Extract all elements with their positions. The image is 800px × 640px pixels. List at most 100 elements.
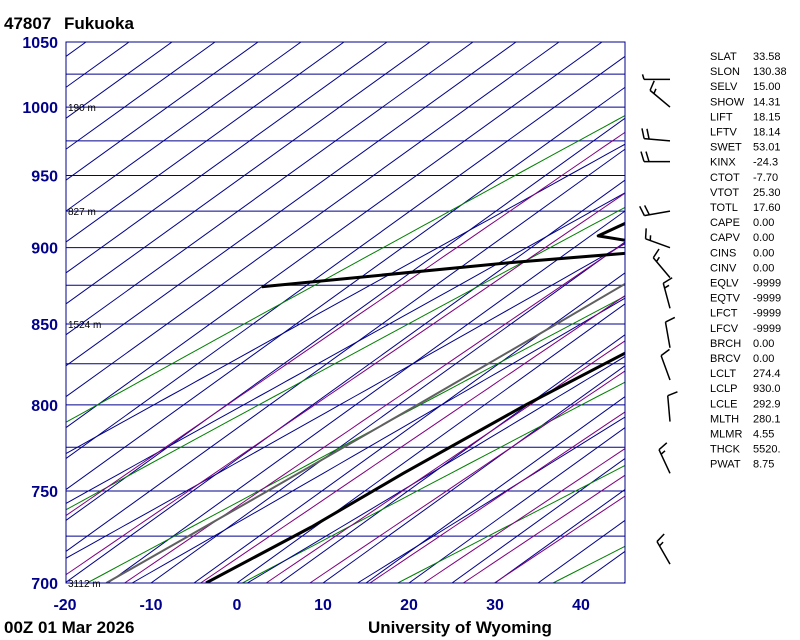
isotherm--45 bbox=[66, 42, 603, 429]
barb-half bbox=[655, 256, 660, 262]
height-label: 1524 m bbox=[68, 320, 101, 331]
wind-barb bbox=[640, 151, 670, 163]
isotherm--30 bbox=[66, 117, 625, 522]
stability-indices-table: SLAT 33.58 SLON 130.38 SELV 15.00 SHOW 14.31 LIF… bbox=[710, 51, 787, 471]
barb-full bbox=[643, 205, 650, 216]
index-value: 14.31 bbox=[753, 96, 781, 108]
index-name: LFTV bbox=[710, 127, 738, 139]
index-value: 0.00 bbox=[753, 338, 774, 350]
index-value: 4.55 bbox=[753, 429, 774, 441]
index-value: 17.60 bbox=[753, 202, 781, 214]
barb-staff bbox=[658, 449, 671, 474]
index-name: CINV bbox=[710, 262, 737, 274]
index-value: 0.00 bbox=[753, 353, 774, 365]
sounding-date: 00Z 01 Mar 2026 bbox=[4, 618, 134, 637]
index-value: -7.70 bbox=[753, 172, 778, 184]
parcel-profile bbox=[105, 282, 625, 583]
isotherm--65 bbox=[66, 42, 431, 305]
pressure-tick-label: 1000 bbox=[22, 100, 58, 117]
temperature-tick-label: 0 bbox=[233, 597, 242, 614]
wind-barb-column bbox=[639, 74, 678, 565]
index-name: SWET bbox=[710, 142, 742, 154]
index-name: MLMR bbox=[710, 429, 742, 441]
index-name: CAPE bbox=[710, 217, 740, 229]
barb-full bbox=[660, 348, 670, 357]
index-value: 25.30 bbox=[753, 187, 781, 199]
wind-barb bbox=[652, 248, 671, 279]
index-name: CTOT bbox=[710, 172, 740, 184]
barb-staff bbox=[652, 257, 671, 279]
mixing-ratio-line bbox=[66, 131, 625, 517]
dry-adiabat bbox=[86, 295, 625, 583]
index-name: LCLT bbox=[710, 368, 736, 380]
barb-staff bbox=[644, 137, 671, 142]
mixing-ratio-line bbox=[66, 192, 625, 576]
barb-staff bbox=[656, 541, 671, 565]
dry-adiabat bbox=[66, 206, 625, 511]
mixing-ratio-line bbox=[199, 295, 625, 583]
index-name: LFCT bbox=[710, 308, 738, 320]
index-name: TOTL bbox=[710, 202, 738, 214]
pressure-tick-label: 1050 bbox=[22, 35, 58, 52]
footer: 00Z 01 Mar 2026 University of Wyoming bbox=[4, 618, 552, 637]
pressure-tick-label: 900 bbox=[31, 241, 58, 258]
index-name: PWAT bbox=[710, 459, 741, 471]
index-value: 274.4 bbox=[753, 368, 781, 380]
barb-staff bbox=[645, 238, 671, 249]
index-name: THCK bbox=[710, 444, 741, 456]
temperature-tick-label: -10 bbox=[139, 597, 162, 614]
wind-barb bbox=[656, 533, 671, 565]
isotherm--105 bbox=[66, 42, 87, 57]
index-value: 292.9 bbox=[753, 398, 781, 410]
barb-full bbox=[656, 533, 665, 543]
mixing-ratio-line bbox=[309, 370, 625, 583]
wind-barb bbox=[644, 228, 671, 249]
barb-half bbox=[641, 74, 645, 80]
index-value: 18.15 bbox=[753, 111, 781, 123]
wind-barb bbox=[641, 128, 671, 142]
isotherm--100 bbox=[66, 42, 130, 88]
isotherm-10 bbox=[322, 365, 625, 583]
pressure-tick-label: 850 bbox=[31, 317, 58, 334]
isotherm--40 bbox=[66, 55, 625, 460]
mixing-ratio-line bbox=[265, 340, 625, 583]
chart-title: 47807 Fukuoka bbox=[4, 14, 134, 33]
pressure-tick-label: 700 bbox=[31, 576, 58, 593]
isotherm--25 bbox=[66, 148, 625, 552]
index-name: LIFT bbox=[710, 111, 733, 123]
wind-barb bbox=[660, 348, 671, 381]
index-value: 8.75 bbox=[753, 459, 774, 471]
index-name: CINS bbox=[710, 247, 736, 259]
index-name: MLTH bbox=[710, 413, 739, 425]
wind-barb bbox=[658, 442, 671, 474]
index-value: 33.58 bbox=[753, 51, 781, 63]
mixing-ratio-line bbox=[123, 242, 625, 583]
wind-barb bbox=[662, 277, 673, 309]
barb-full bbox=[649, 80, 655, 91]
dry-adiabat bbox=[241, 381, 625, 583]
index-value: 0.00 bbox=[753, 217, 774, 229]
index-name: LFCV bbox=[710, 323, 739, 335]
isotherm-0 bbox=[236, 303, 625, 583]
index-name: KINX bbox=[710, 157, 736, 169]
index-name: BRCH bbox=[710, 338, 741, 350]
isotherm--90 bbox=[66, 42, 216, 150]
station-name: Fukuoka bbox=[64, 14, 134, 33]
temperature-tick-label: 30 bbox=[486, 597, 504, 614]
moist-adiabat bbox=[66, 143, 625, 455]
wind-barb bbox=[664, 316, 676, 348]
isotherm--55 bbox=[66, 42, 517, 367]
index-name: EQLV bbox=[710, 278, 739, 290]
barb-full bbox=[640, 151, 645, 162]
pressure-tick-label: 750 bbox=[31, 484, 58, 501]
data-source: University of Wyoming bbox=[368, 618, 552, 637]
index-value: -9999 bbox=[753, 308, 781, 320]
dry-adiabat bbox=[396, 464, 625, 583]
index-name: EQTV bbox=[710, 293, 741, 305]
dry-adiabat bbox=[66, 114, 625, 423]
mixing-ratio-line bbox=[369, 411, 625, 583]
temperature-tick-label: 10 bbox=[314, 597, 332, 614]
station-id: 47807 bbox=[4, 14, 51, 33]
index-value: -24.3 bbox=[753, 157, 778, 169]
temperature-tick-label: 40 bbox=[572, 597, 590, 614]
